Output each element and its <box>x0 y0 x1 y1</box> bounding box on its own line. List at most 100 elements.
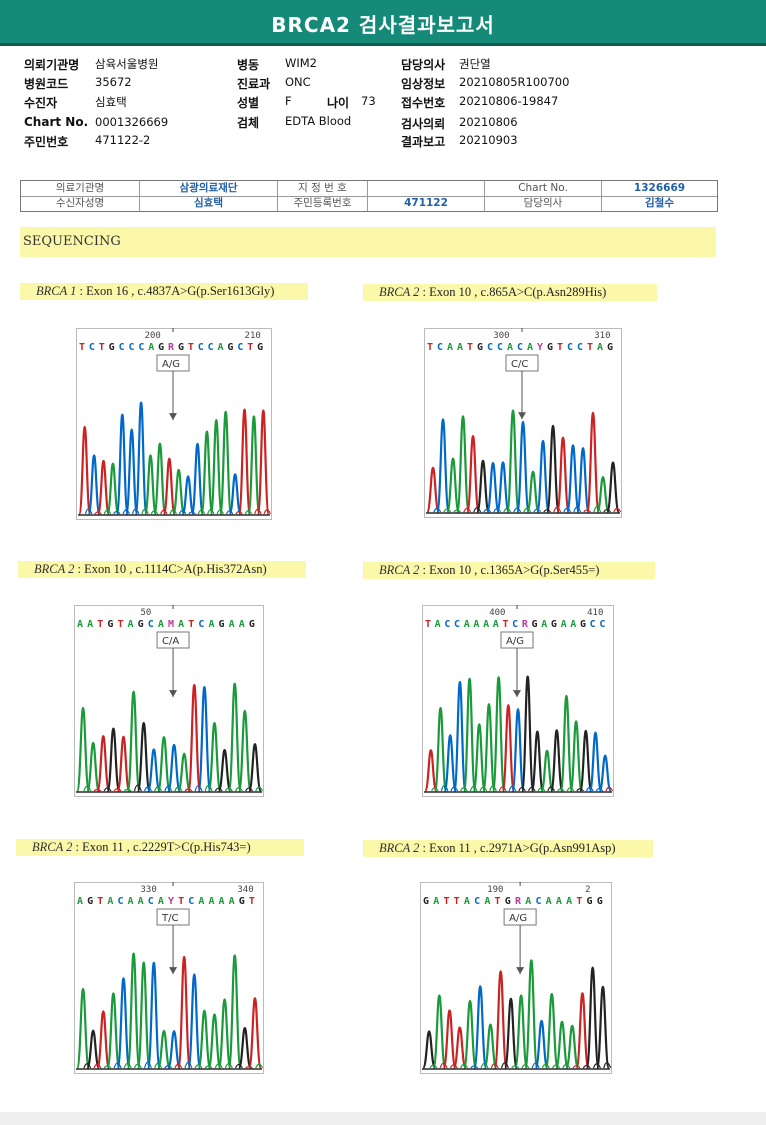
position-label: 400 <box>489 608 505 618</box>
trace-peak <box>453 681 467 793</box>
trace-peak <box>422 1030 437 1070</box>
trace-peak <box>586 411 600 514</box>
trace-peak <box>156 1029 171 1070</box>
base-call-10: R <box>515 896 522 907</box>
header-label: 병원코드 <box>24 77 69 91</box>
base-call-4: G <box>109 342 115 353</box>
gene-name: BRCA 2 <box>34 562 75 576</box>
trace-background <box>595 787 604 792</box>
base-call-3: T <box>97 619 103 630</box>
trace-peak <box>78 425 92 516</box>
trace-peak <box>207 1013 222 1070</box>
base-call-15: A <box>561 619 567 630</box>
trace-peak <box>426 466 440 514</box>
trace-peak <box>187 973 202 1070</box>
trace-background <box>160 509 168 515</box>
base-call-3: T <box>443 896 449 907</box>
base-call-1: T <box>427 342 433 353</box>
trace-peak <box>86 1029 101 1070</box>
header-value: 20210903 <box>459 133 518 147</box>
trace-peak <box>433 706 448 793</box>
trace-background <box>508 785 517 792</box>
trace-background <box>188 511 196 515</box>
base-call-6: G <box>477 342 483 353</box>
base-call-8: C <box>497 342 503 353</box>
base-call-15: A <box>219 896 225 907</box>
trace-background <box>527 786 536 792</box>
header-label: 병동 <box>237 58 260 72</box>
trace-peak <box>136 961 151 1070</box>
genotype-call: A/G <box>506 636 524 647</box>
base-call-4: A <box>457 342 463 353</box>
trace-background <box>113 1062 122 1069</box>
trace-peak <box>256 409 270 516</box>
trace-peak <box>143 454 158 516</box>
trace-background <box>500 1062 509 1069</box>
position-label: 200 <box>145 331 161 341</box>
genotype-call: C/A <box>162 636 179 647</box>
trace-background <box>84 508 93 515</box>
base-call-15: A <box>566 896 572 907</box>
genotype-call: A/G <box>162 359 180 370</box>
trace-background <box>123 788 132 792</box>
trace-background <box>245 1066 253 1069</box>
position-label: 330 <box>141 885 157 895</box>
trace-background <box>483 508 492 513</box>
trace-peak <box>167 743 182 793</box>
variant-label: BRCA 1 : Exon 16 , c.4837A>G(p.Ser1613Gl… <box>20 283 308 300</box>
base-call-16: A <box>229 896 235 907</box>
position-label: 340 <box>237 885 253 895</box>
trace-background <box>557 788 565 792</box>
trace-background <box>469 786 478 792</box>
trace-background <box>521 1064 530 1069</box>
base-call-10: C <box>517 342 523 353</box>
base-call-7: C <box>487 342 493 353</box>
trace-peak <box>446 457 460 514</box>
base-call-7: A <box>484 896 490 907</box>
header-value: 권단열 <box>459 57 491 71</box>
base-call-18: G <box>597 896 603 907</box>
trace-background <box>573 506 582 513</box>
trace-peak <box>217 998 232 1070</box>
trace-peak <box>209 419 223 516</box>
trace-peak <box>511 708 525 793</box>
header-label: 접수번호 <box>401 96 446 110</box>
trace-background <box>255 1063 264 1069</box>
trace-peak <box>483 1023 498 1070</box>
trace-background <box>224 1063 233 1069</box>
info-label-institution: 의료기관명 <box>55 182 105 194</box>
trace-peak <box>473 985 488 1070</box>
base-call-17: A <box>239 619 245 630</box>
base-call-2: A <box>435 619 441 630</box>
trace-peak <box>566 444 580 514</box>
base-call-7: G <box>138 619 144 630</box>
base-call-15: C <box>567 342 573 353</box>
base-call-13: A <box>198 896 204 907</box>
base-call-2: C <box>89 342 95 353</box>
base-call-17: T <box>587 342 593 353</box>
position-label: 310 <box>594 331 610 341</box>
base-call-6: A <box>473 619 479 630</box>
trace-peak <box>116 735 131 793</box>
base-call-9: G <box>505 896 511 907</box>
base-call-18: A <box>597 342 603 353</box>
header-value-age: 73 <box>361 94 376 108</box>
base-call-5: T <box>467 342 473 353</box>
trace-background <box>225 510 234 515</box>
trace-peak <box>156 736 171 793</box>
info-value-designation <box>368 181 484 196</box>
trace-peak <box>247 415 261 516</box>
base-call-17: G <box>580 619 586 630</box>
trace-peak <box>569 720 583 793</box>
base-call-13: C <box>198 342 204 353</box>
trace-peak <box>466 435 480 514</box>
position-label: 2 <box>585 885 590 895</box>
trace-peak <box>436 418 450 514</box>
trace-peak <box>493 970 508 1070</box>
pointer-arrowhead <box>513 690 521 698</box>
trace-background <box>164 785 173 792</box>
base-call-14: A <box>556 896 562 907</box>
trace-background <box>194 785 203 792</box>
